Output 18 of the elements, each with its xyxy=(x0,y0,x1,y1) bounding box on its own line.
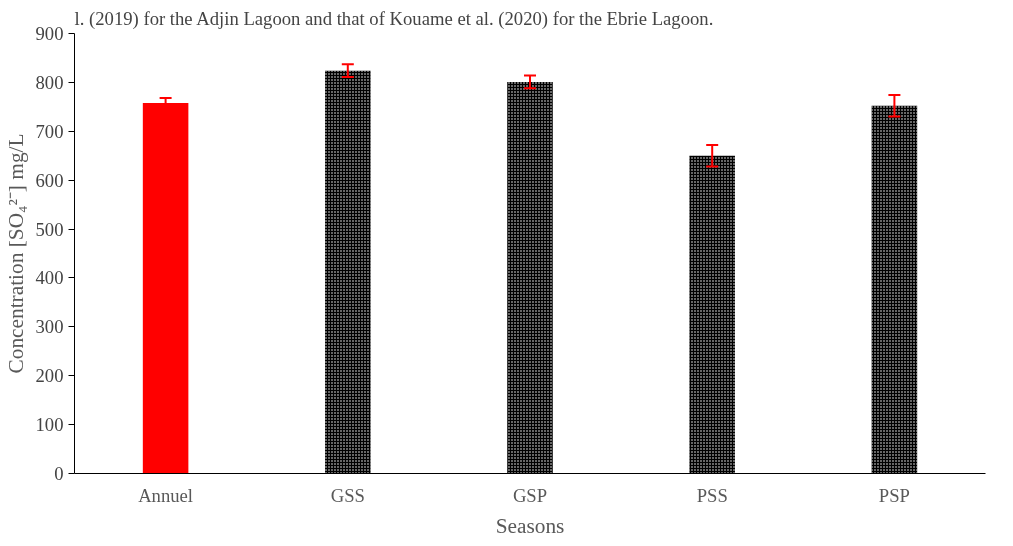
x-tick-label: PSS xyxy=(696,484,728,506)
x-tick-label: GSP xyxy=(512,484,548,506)
y-tick-label: 100 xyxy=(35,414,64,436)
x-tick-label: PSP xyxy=(878,484,910,506)
y-tick-label: 0 xyxy=(54,463,64,484)
y-tick-label: 800 xyxy=(35,71,64,93)
y-tick-label: 300 xyxy=(35,316,64,338)
x-axis-title: Seasons xyxy=(495,513,565,538)
text: l. (2019) for the Adjin Lagoon and that of Kouame et al. (2020) for the Ebrie Lagoon. xyxy=(74,7,714,30)
y-tick-label: 700 xyxy=(35,120,64,142)
y-tick-label: 400 xyxy=(35,267,64,289)
y-axis-title: Concentration [SO₄²⁻] mg/L xyxy=(3,133,28,374)
y-tick-label: 600 xyxy=(35,169,64,191)
x-tick-label: Annuel xyxy=(138,484,194,506)
y-tick-label: 900 xyxy=(35,23,64,44)
y-tick-label: 200 xyxy=(35,365,64,387)
y-tick-label: 500 xyxy=(35,218,64,240)
x-tick-label: GSS xyxy=(330,484,365,506)
